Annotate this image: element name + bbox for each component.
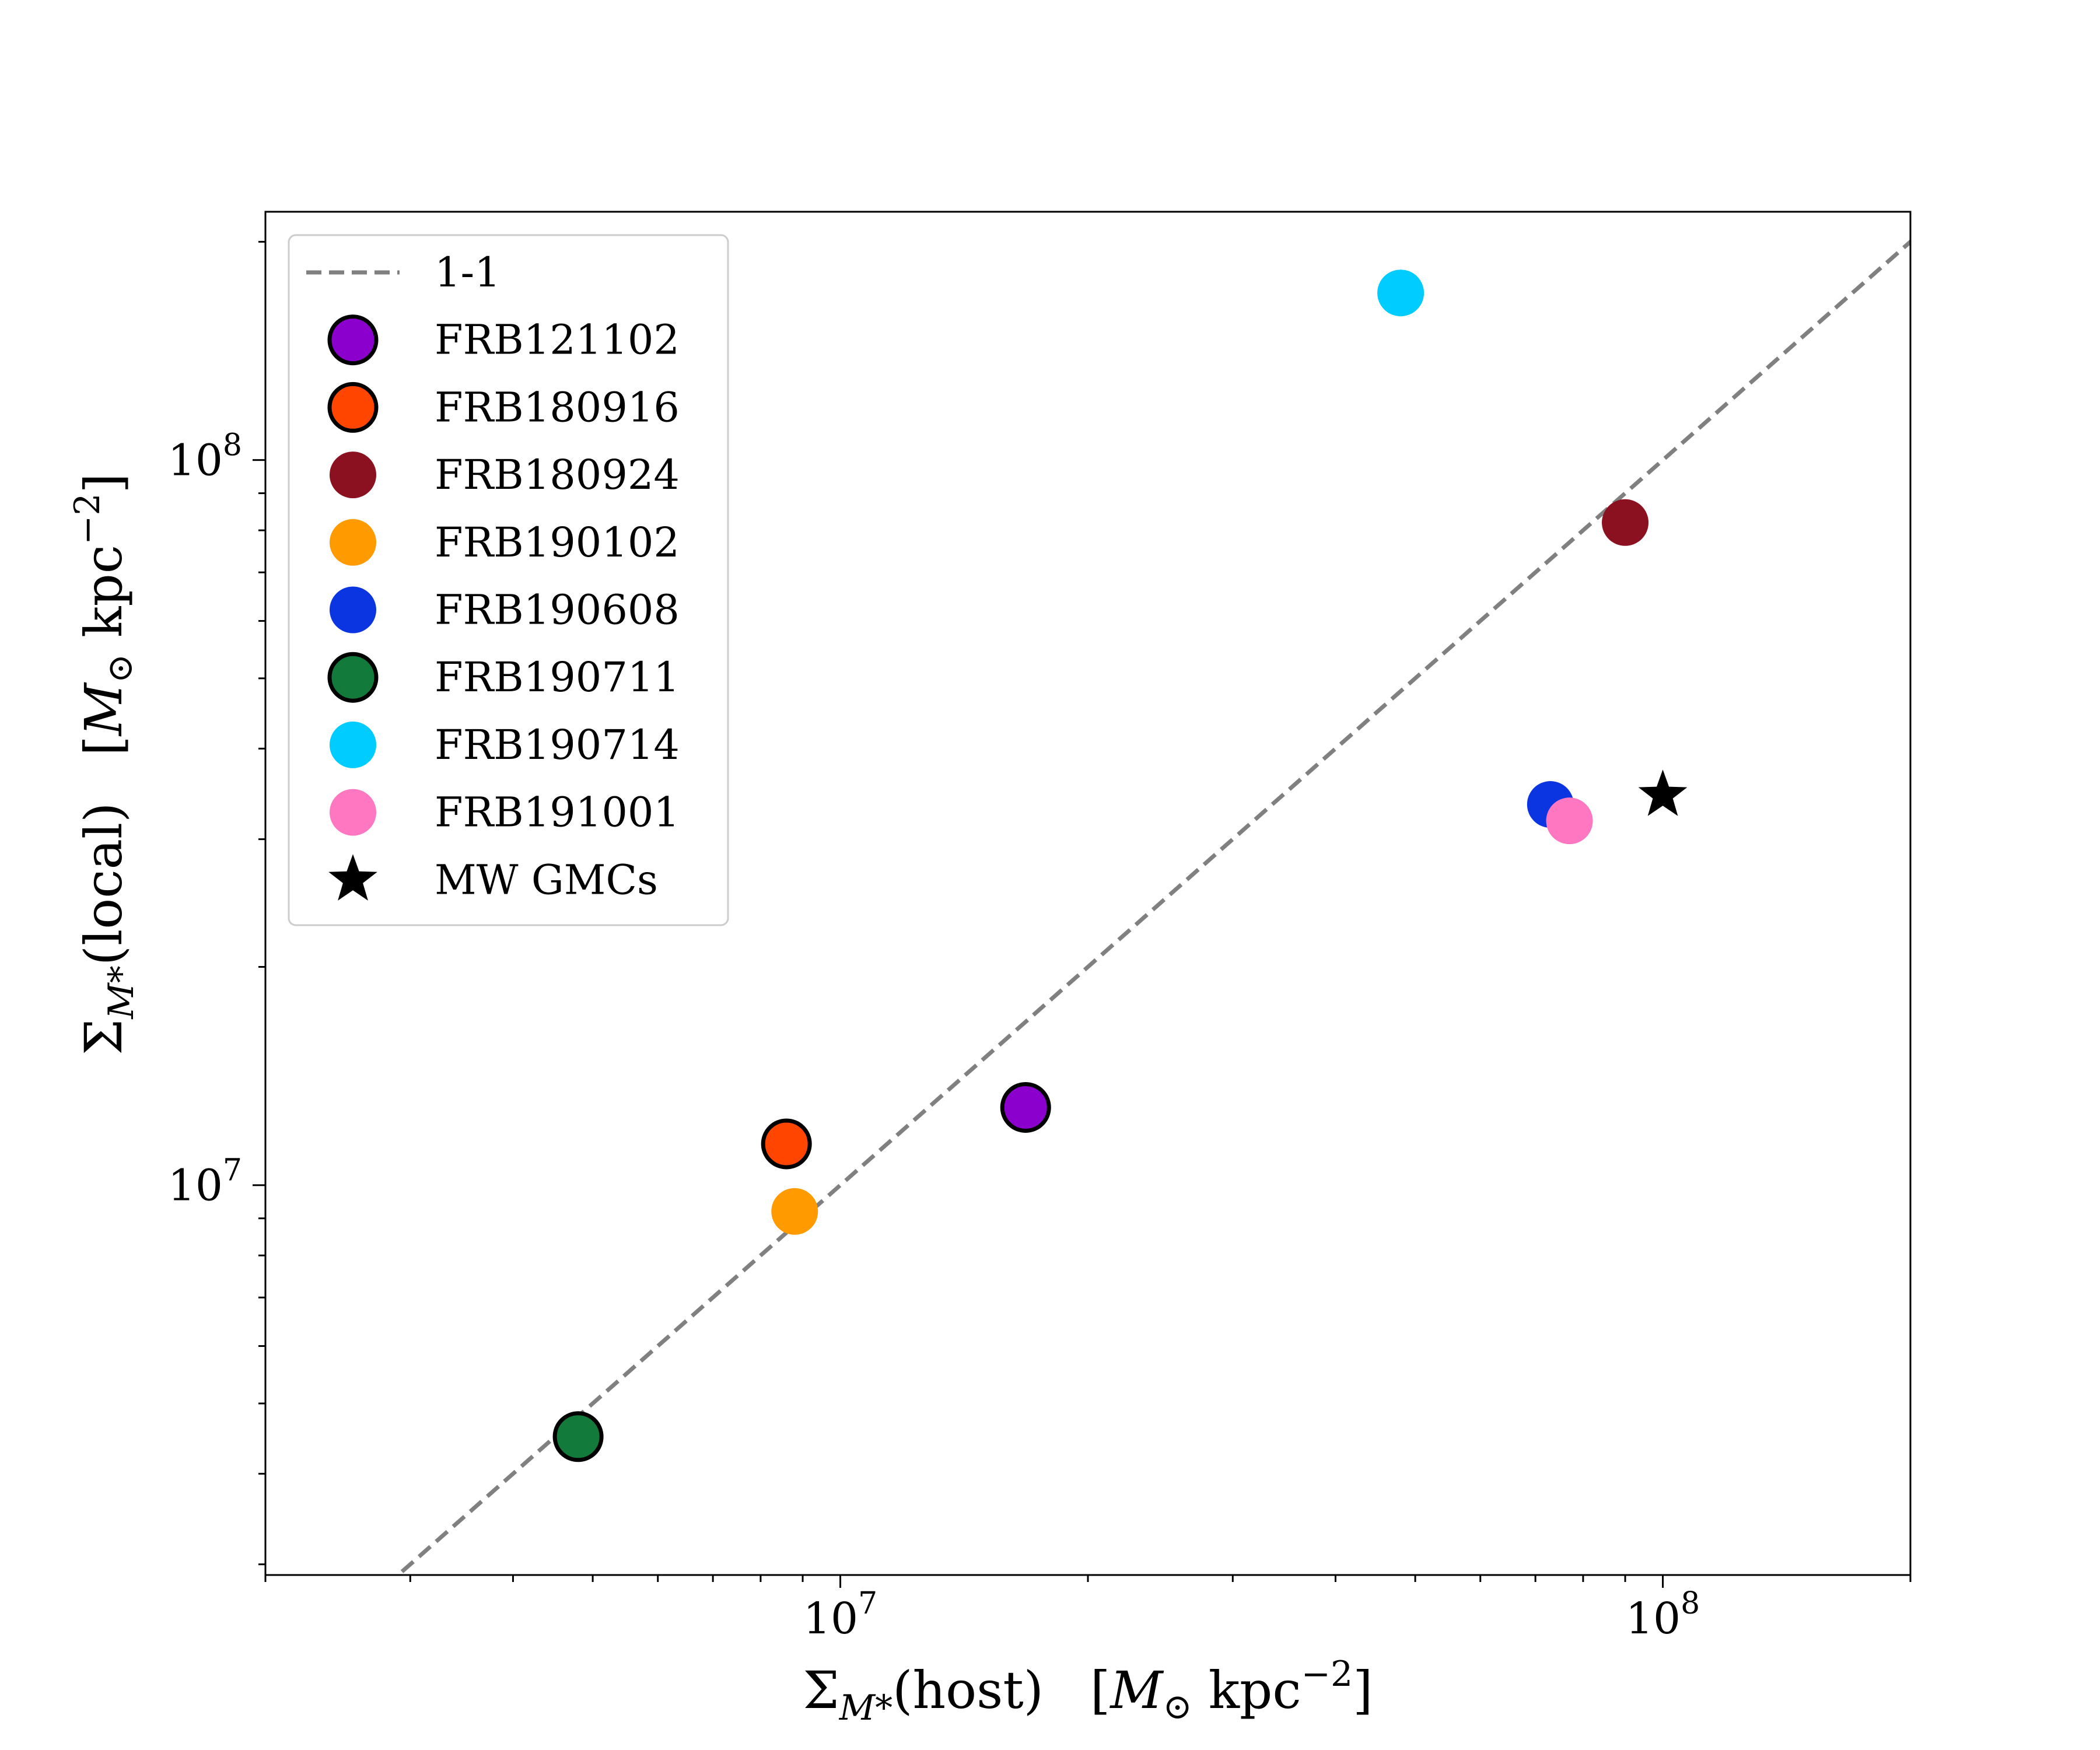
legend-swatch-frb180924 bbox=[330, 452, 376, 499]
legend: 1-1 FRB121102 FRB180916 FRB180924 FRB190102 F… bbox=[288, 234, 729, 926]
y-tick-label: 107 bbox=[168, 1153, 242, 1211]
minor-ticks bbox=[258, 240, 1912, 1582]
point-frb180916 bbox=[761, 1118, 812, 1170]
point-frb180924 bbox=[1602, 499, 1649, 546]
major-ticks: 107 108 107 108 bbox=[168, 428, 1700, 1644]
legend-swatch-frb190714 bbox=[330, 721, 376, 768]
legend-swatch-mw-gmcs bbox=[328, 854, 377, 901]
x-tick-label: 107 bbox=[803, 1586, 877, 1644]
legend-swatch-frb121102 bbox=[327, 314, 379, 366]
legend-label-frb190711: FRB190711 bbox=[435, 653, 680, 701]
y-tick-label: 108 bbox=[168, 428, 242, 486]
legend-label-frb180924: FRB180924 bbox=[435, 451, 680, 499]
legend-label-frb180916: FRB180916 bbox=[435, 383, 680, 431]
x-axis-label: ΣM*(host) [M⊙ kpc−2] bbox=[803, 1654, 1373, 1728]
point-frb191001 bbox=[1546, 797, 1593, 845]
x-tick-label: 108 bbox=[1626, 1586, 1700, 1644]
point-frb121102 bbox=[1000, 1082, 1051, 1133]
plot-area bbox=[395, 239, 1910, 1575]
point-frb190714 bbox=[1377, 270, 1424, 317]
legend-box bbox=[288, 234, 729, 926]
one-to-one-line bbox=[395, 239, 1910, 1575]
legend-label-mw-gmcs: MW GMCs bbox=[435, 856, 658, 904]
legend-label-frb191001: FRB191001 bbox=[435, 789, 680, 836]
legend-label-frb121102: FRB121102 bbox=[435, 316, 680, 364]
point-frb190102 bbox=[771, 1188, 818, 1235]
legend-label-1-1: 1-1 bbox=[435, 249, 501, 296]
point-mw-gmcs bbox=[1638, 769, 1688, 816]
legend-swatch-frb190711 bbox=[327, 652, 379, 703]
data-points bbox=[552, 270, 1688, 1462]
legend-label-frb190714: FRB190714 bbox=[435, 721, 680, 769]
legend-swatch-frb190608 bbox=[330, 586, 376, 634]
legend-swatch-frb190102 bbox=[330, 519, 376, 566]
legend-label-frb190102: FRB190102 bbox=[435, 519, 680, 566]
legend-label-frb190608: FRB190608 bbox=[435, 586, 680, 634]
plot-frame bbox=[264, 211, 1912, 1576]
y-axis-label: ΣM*(local)[M⊙ kpc−2] bbox=[67, 473, 142, 1055]
legend-swatch-frb191001 bbox=[330, 789, 376, 836]
point-frb190711 bbox=[552, 1411, 604, 1462]
legend-swatch-frb180916 bbox=[327, 382, 379, 433]
